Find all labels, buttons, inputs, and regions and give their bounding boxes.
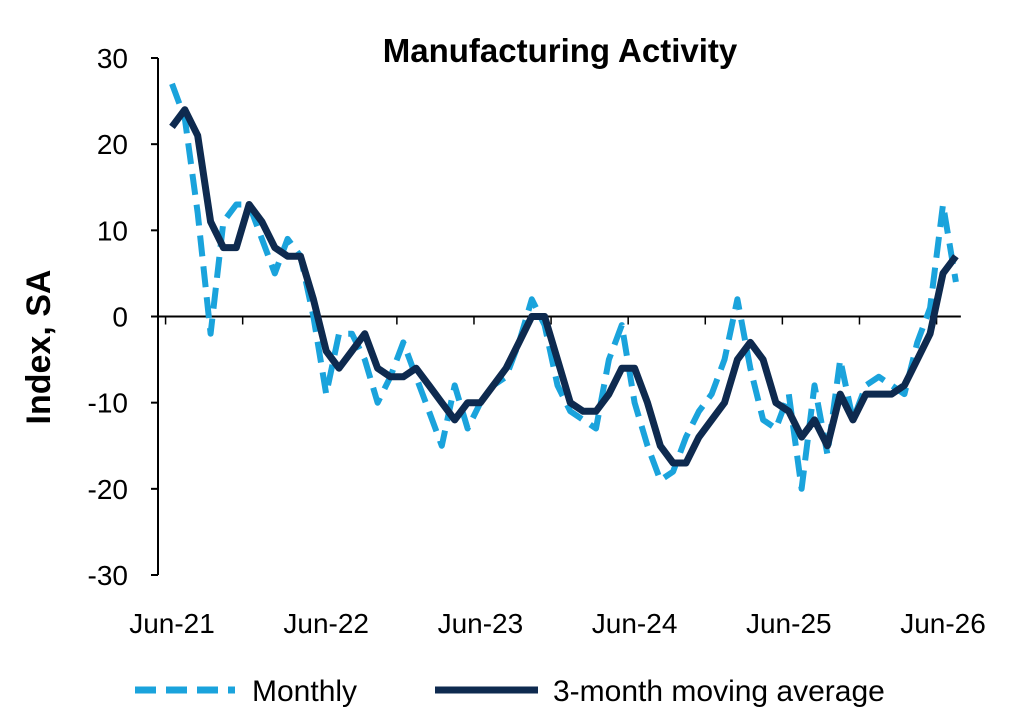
legend-moving-average-label: 3-month moving average <box>553 675 885 708</box>
y-axis: 30 20 10 0 -10 -20 -30 <box>88 43 159 591</box>
series-monthly-line <box>169 82 959 492</box>
x-tick-label: Jun-24 <box>592 608 678 639</box>
y-tick-label: -20 <box>88 474 128 505</box>
legend-monthly-label: Monthly <box>252 675 357 708</box>
y-axis-label: Index, SA <box>20 270 58 425</box>
x-tick-label: Jun-23 <box>438 608 524 639</box>
series-moving-average-line <box>169 106 959 467</box>
y-tick-label: -10 <box>88 388 128 419</box>
y-tick-label: 0 <box>112 302 128 333</box>
x-tick-label: Jun-25 <box>746 608 832 639</box>
plot-area <box>169 82 959 492</box>
x-axis: Jun-21 Jun-22 Jun-23 Jun-24 Jun-25 Jun-26 <box>129 315 986 639</box>
y-tick-label: 10 <box>97 215 128 246</box>
chart-title: Manufacturing Activity <box>383 32 738 69</box>
y-tick-label: 20 <box>97 129 128 160</box>
x-tick-label: Jun-22 <box>283 608 369 639</box>
x-tick-label: Jun-26 <box>900 608 986 639</box>
x-tick-label: Jun-21 <box>129 608 215 639</box>
legend: Monthly 3-month moving average <box>135 675 885 708</box>
y-tick-label: 30 <box>97 43 128 74</box>
y-tick-label: -30 <box>88 560 128 591</box>
